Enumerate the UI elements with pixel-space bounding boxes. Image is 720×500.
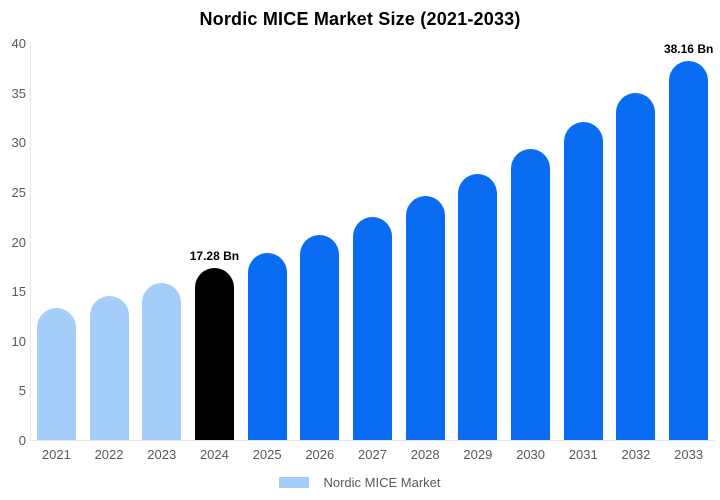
y-axis-tick-10: 10 bbox=[11, 333, 26, 349]
bar-2033[interactable] bbox=[669, 61, 709, 440]
data-label-2033: 38.16 Bn bbox=[663, 42, 714, 57]
bar-2023[interactable] bbox=[142, 282, 182, 440]
bar-2026[interactable] bbox=[300, 235, 340, 440]
bar-2027[interactable] bbox=[353, 216, 392, 440]
y-axis-tick-25: 25 bbox=[11, 184, 26, 200]
x-axis-label-2026: 2026 bbox=[305, 447, 335, 462]
y-axis-line bbox=[30, 43, 31, 440]
x-axis-label-2030: 2030 bbox=[516, 447, 546, 462]
x-axis-label-2028: 2028 bbox=[410, 447, 440, 462]
y-axis-tick-30: 30 bbox=[11, 135, 26, 151]
x-axis-label-2032: 2032 bbox=[621, 447, 651, 462]
y-axis-tick-35: 35 bbox=[11, 85, 26, 101]
bar-2025[interactable] bbox=[247, 252, 287, 440]
x-axis-label-2022: 2022 bbox=[94, 447, 124, 462]
bar-2022[interactable] bbox=[89, 296, 129, 440]
legend-item[interactable]: Nordic MICE Market bbox=[0, 475, 720, 490]
data-label-2024: 17.28 Bn bbox=[189, 249, 240, 264]
y-axis-tick-40: 40 bbox=[11, 36, 26, 51]
x-axis-label-2031: 2031 bbox=[568, 447, 598, 462]
bar-2024[interactable] bbox=[194, 268, 234, 440]
x-axis-line bbox=[30, 440, 715, 441]
bar-2032[interactable] bbox=[616, 93, 656, 440]
legend-swatch-icon bbox=[279, 477, 310, 488]
x-axis-label-2029: 2029 bbox=[463, 447, 493, 462]
bar-2028[interactable] bbox=[405, 196, 445, 440]
x-axis-label-2024: 2024 bbox=[199, 447, 229, 462]
x-axis-label-2021: 2021 bbox=[41, 447, 71, 462]
x-axis-label-2027: 2027 bbox=[358, 447, 387, 462]
y-axis-tick-5: 5 bbox=[18, 383, 26, 399]
bar-2029[interactable] bbox=[458, 173, 498, 440]
y-axis-tick-15: 15 bbox=[11, 284, 26, 300]
y-axis-tick-0: 0 bbox=[18, 433, 26, 448]
x-axis-label-2033: 2033 bbox=[674, 447, 704, 462]
bar-2030[interactable] bbox=[511, 149, 551, 440]
x-axis-label-2025: 2025 bbox=[252, 447, 282, 462]
legend-label: Nordic MICE Market bbox=[323, 475, 441, 490]
y-axis-tick-20: 20 bbox=[11, 234, 26, 250]
x-axis-label-2023: 2023 bbox=[147, 447, 177, 462]
chart-title: Nordic MICE Market Size (2021-2033) bbox=[199, 9, 521, 29]
bar-2031[interactable] bbox=[563, 122, 603, 440]
bar-2021[interactable] bbox=[36, 308, 76, 440]
